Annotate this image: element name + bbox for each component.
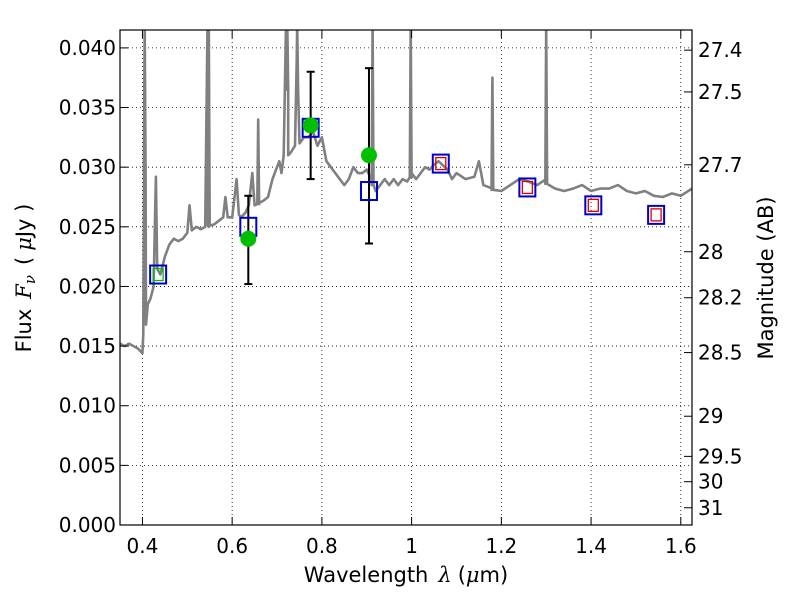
nir-inner-box [650, 208, 662, 222]
x-tick-label: 1.4 [575, 534, 607, 558]
y2-tick-label: 29.5 [698, 444, 743, 468]
y-tick-label: 0.030 [59, 155, 116, 179]
nir-inner-box [587, 198, 599, 212]
y2-tick-label: 31 [698, 496, 723, 520]
y2-tick-label: 27.4 [698, 38, 743, 62]
y2-axis-label: Magnitude (AB) [754, 196, 778, 359]
photometry-point [240, 230, 257, 247]
x-tick-label: 1.6 [665, 534, 697, 558]
x-axis-label: Wavelength λ (μm) [304, 563, 508, 587]
y2-tick-label: 30 [698, 470, 723, 494]
plot-frame [119, 29, 693, 526]
y-tick-label: 0.015 [59, 334, 116, 358]
y-tick-label: 0.040 [59, 36, 116, 60]
y-tick-label: 0.025 [59, 215, 116, 239]
y-tick-label: 0.005 [59, 453, 116, 477]
x-tick-labels: 0.4 0.6 0.8 1 1.2 1.4 1.6 [127, 534, 697, 558]
ticks-layer [120, 30, 692, 526]
nir-inner-box [435, 156, 447, 171]
y2-tick-label: 29 [698, 404, 723, 428]
photometry-point [302, 117, 319, 134]
model-box [647, 204, 666, 225]
model-box [359, 181, 378, 202]
x-tick-label: 0.4 [127, 534, 159, 558]
nir-inner-box [521, 180, 534, 195]
y2-tick-label: 28.5 [698, 341, 743, 365]
y-axis-label: FluxFν(μJy ) [12, 204, 39, 353]
spectrum-layer [120, 30, 692, 355]
y-tick-labels: 0.000 0.005 0.010 0.015 0.020 0.025 0.030 0.035… [59, 36, 116, 537]
y-tick-label: 0.010 [59, 394, 116, 418]
spectrum-line [120, 30, 692, 355]
errorbars-layer [244, 67, 373, 286]
x-tick-label: 1 [405, 534, 418, 558]
y2-tick-label: 27.5 [698, 80, 743, 104]
photometry-layer [240, 117, 377, 247]
y-tick-label: 0.035 [59, 96, 116, 120]
model-box [149, 264, 168, 285]
y-tick-label: 0.020 [59, 274, 116, 298]
inner-green-box [152, 267, 164, 282]
model-box [518, 177, 537, 198]
photometry-point [360, 147, 377, 164]
model-boxes-layer [149, 117, 666, 285]
model-box [584, 195, 603, 216]
y2-tick-label: 28 [698, 240, 723, 264]
model-box [431, 153, 450, 174]
y2-tick-label: 28.2 [698, 286, 743, 310]
x-tick-label: 0.8 [306, 534, 338, 558]
y-tick-label: 0.000 [59, 513, 116, 537]
x-tick-label: 1.2 [485, 534, 517, 558]
x-tick-label: 0.6 [216, 534, 248, 558]
y2-tick-label: 27.7 [698, 153, 743, 177]
